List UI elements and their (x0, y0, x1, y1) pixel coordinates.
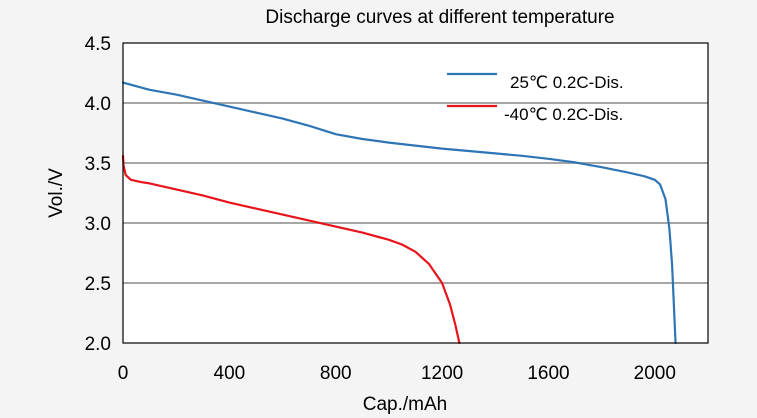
legend-label-0: 25℃ 0.2C-Dis. (510, 73, 624, 92)
x-tick-label: 0 (118, 363, 129, 384)
x-axis-ticks: 0 400 800 1200 1600 2000 (118, 363, 676, 384)
x-axis-title: Cap./mAh (363, 394, 447, 415)
plot-frame (122, 42, 709, 344)
y-tick-label: 2.5 (85, 274, 111, 295)
x-tick-label: 400 (214, 363, 246, 384)
y-axis-ticks: 2.0 2.5 3.0 3.5 4.0 4.5 (85, 34, 111, 355)
x-tick-label: 2000 (634, 363, 676, 384)
y-tick-label: 3.0 (85, 214, 111, 235)
y-axis-title: Vol./V (46, 168, 67, 218)
x-tick-label: 1200 (421, 363, 463, 384)
y-tick-label: 2.0 (85, 334, 111, 355)
y-tick-label: 3.5 (85, 154, 111, 175)
series-layer (121, 81, 677, 345)
series-line-0 (121, 81, 677, 345)
legend: 25℃ 0.2C-Dis. -40℃ 0.2C-Dis. (447, 72, 624, 124)
chart-title: Discharge curves at different temperatur… (265, 7, 614, 28)
plot-area (123, 43, 708, 343)
grid-lines (123, 102, 708, 284)
y-tick-label: 4.0 (85, 94, 111, 115)
legend-label-1: -40℃ 0.2C-Dis. (504, 105, 623, 124)
y-tick-label: 4.5 (85, 34, 111, 55)
x-tick-label: 800 (320, 363, 352, 384)
series-line-1 (121, 154, 461, 345)
x-tick-label: 1600 (527, 363, 569, 384)
